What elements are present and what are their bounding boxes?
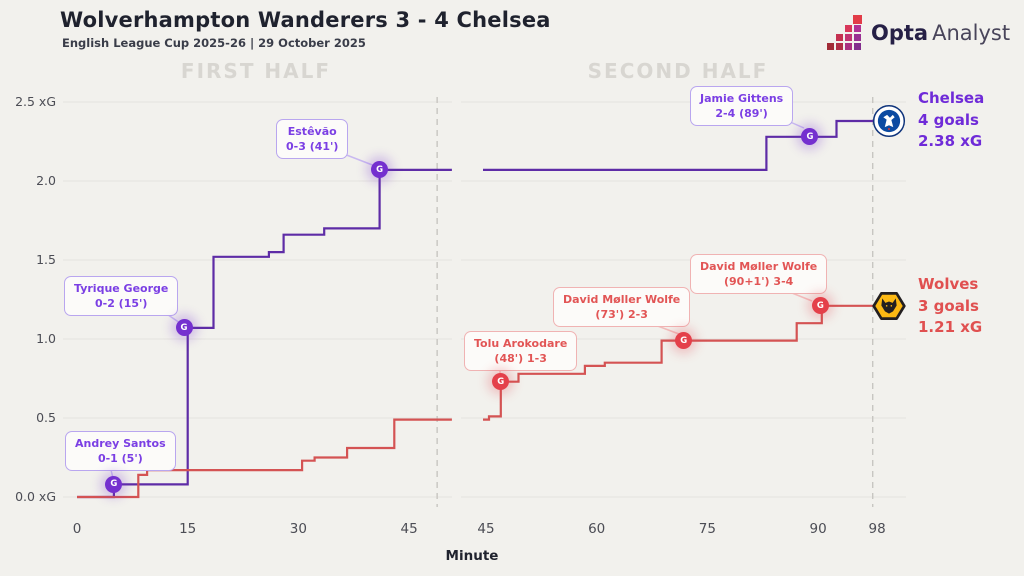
wolves-goals: 3 goals [918,296,979,315]
wolves-summary: Wolves 3 goals 1.21 xG [918,274,982,339]
x-tick-label: 98 [868,521,886,537]
goal-score-minute: (48') 1-3 [494,352,547,365]
x-tick-label: 15 [179,521,197,537]
goal-score-minute: 0-2 (15') [94,297,148,310]
goal-score-minute: 2-4 (89') [715,107,768,120]
goal-player: Tyrique George [74,282,169,295]
chelsea-goal-marker: G [801,128,819,146]
goal-score-minute: (73') 2-3 [595,308,648,321]
goal-annotation-george: Tyrique George 0-2 (15') [64,276,179,316]
goal-score-minute: 0-3 (41') [286,140,339,153]
x-tick-label: 45 [400,521,418,537]
wolves-goal-marker: G [492,373,510,391]
x-tick-label: 60 [588,521,606,537]
logo-opta: Opta [871,21,929,45]
chelsea-goal-marker: G [105,475,123,493]
opta-logo-icon [827,15,862,50]
y-tick-label: 0.0 xG [15,489,56,504]
opta-analyst-logo: Opta Analyst [826,15,1010,51]
wolves-badge [872,292,906,320]
page-subtitle: English League Cup 2025-26 | 29 October … [62,36,366,50]
wolves-xg-line-second_half [483,304,875,421]
goal-score-minute: 0-1 (5') [97,452,143,465]
x-tick-label: 75 [698,521,716,537]
x-tick-label: 0 [72,521,82,537]
wolves-goal-marker: G [811,297,829,315]
y-tick-label: 0.5 [36,410,56,425]
logo-analyst: Analyst [932,21,1011,45]
goal-player: Jamie Gittens [700,92,784,105]
wolves-goal-marker: G [675,332,693,350]
wolves-name: Wolves [918,275,979,293]
goal-player: Andrey Santos [75,437,166,450]
wolves-xg-line-first_half [77,418,452,499]
chelsea-xg-line-second_half [483,119,875,171]
goal-player: Tolu Arokodare [474,337,568,350]
wolves-xg: 1.21 xG [918,318,983,336]
y-tick-label: 1.5 [36,252,56,267]
chelsea-goal-marker: G [371,161,389,179]
y-tick-label: 2.0 [36,173,56,188]
chelsea-xg-line-first_half [77,168,452,499]
y-tick-label: 2.5 xG [15,94,56,109]
chelsea-name: Chelsea [918,89,985,107]
goal-annotation-arokodare: Tolu Arokodare (48') 1-3 [464,331,578,371]
goal-player: David Møller Wolfe [700,260,818,273]
goal-score-minute: (90+1') 3-4 [723,275,794,288]
x-tick-label: 30 [289,521,307,537]
x-axis-title: Minute [445,548,499,564]
goal-annotation-santos: Andrey Santos 0-1 (5') [65,431,176,471]
first-half-label: FIRST HALF [180,59,332,83]
goal-annotation-wolfe-73: David Møller Wolfe (73') 2-3 [553,287,691,327]
goal-annotation-gittens: Jamie Gittens 2-4 (89') [690,86,794,126]
chelsea-xg: 2.38 xG [918,132,983,150]
y-tick-label: 1.0 [36,331,56,346]
goal-annotation-estevao: Estêvão 0-3 (41') [276,119,349,159]
chelsea-badge [872,104,906,138]
logo-wordmark: Opta Analyst [871,21,1010,45]
chelsea-summary: Chelsea 4 goals 2.38 xG [918,88,984,153]
goal-player: David Møller Wolfe [563,293,681,306]
x-tick-label: 90 [809,521,827,537]
page-title: Wolverhampton Wanderers 3 - 4 Chelsea [60,8,551,32]
goal-player: Estêvão [287,125,337,138]
chelsea-goals: 4 goals [918,110,979,129]
second-half-label: SECOND HALF [587,59,769,83]
goal-annotation-wolfe-90: David Møller Wolfe (90+1') 3-4 [690,254,828,294]
chelsea-goal-marker: G [175,319,193,337]
x-tick-label: 45 [477,521,495,537]
